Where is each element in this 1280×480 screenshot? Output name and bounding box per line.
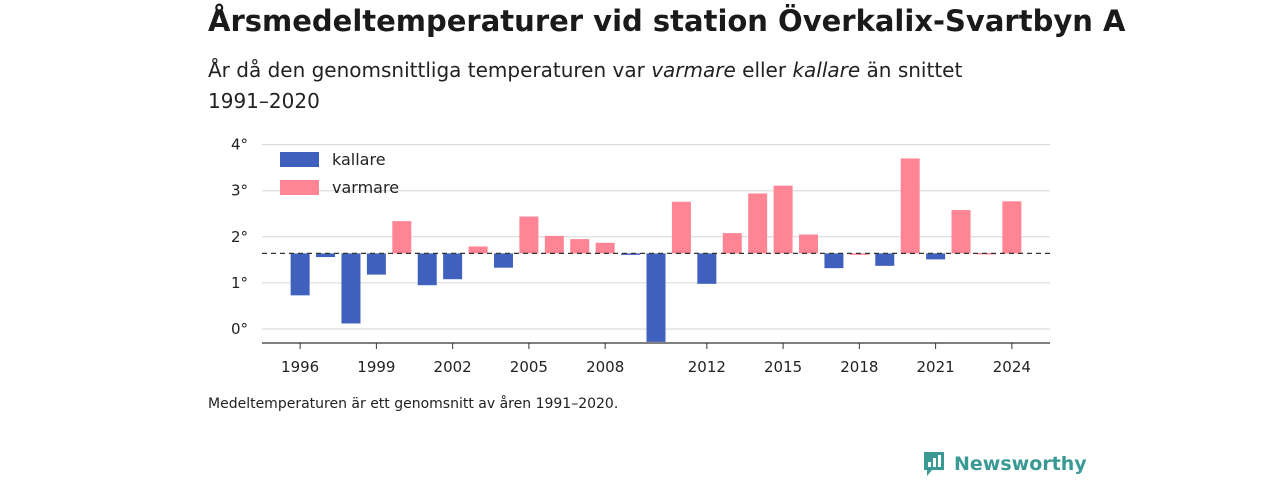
bar-2013 [722, 233, 742, 254]
legend: kallare varmare [280, 150, 399, 197]
bar-2012 [697, 253, 717, 284]
bar-2021 [926, 253, 946, 260]
legend-swatch-kallare [280, 152, 319, 167]
brand-name: Newsworthy [954, 453, 1087, 475]
bar-2001 [417, 253, 437, 286]
x-tick-label: 1999 [357, 358, 395, 376]
legend-swatch-varmare [280, 180, 319, 195]
bar-2018 [849, 253, 869, 255]
subtitle-warm-word: varmare [651, 58, 736, 82]
subtitle-part2: eller [735, 58, 793, 82]
bar-chart: 0° 1° 2° 3° 4° 1996 1999 2002 2005 2008 2012 2015 2… [231, 136, 1050, 376]
bar-2022 [951, 210, 971, 254]
y-tick-label: 1° [231, 274, 248, 292]
brand[interactable]: Newsworthy [922, 450, 1087, 478]
subtitle-part1: År då den genomsnittliga temperaturen va… [208, 58, 652, 82]
bars [290, 158, 1022, 342]
bar-1997 [316, 253, 336, 258]
y-tick-label: 3° [231, 182, 248, 200]
x-tick-label: 2018 [840, 358, 878, 376]
bar-2009 [621, 253, 641, 255]
x-tick-label: 2008 [586, 358, 624, 376]
x-tick-label: 2015 [764, 358, 802, 376]
y-axis-ticks: 0° 1° 2° 3° 4° [231, 136, 248, 338]
bar-2006 [544, 235, 564, 254]
x-tick-label: 2021 [917, 358, 955, 376]
legend-label-varmare: varmare [332, 178, 399, 197]
bar-2008 [595, 242, 615, 254]
newsworthy-logo-icon [924, 452, 944, 476]
bar-2014 [748, 193, 768, 254]
bar-2000 [392, 221, 412, 254]
x-tick-label: 2002 [434, 358, 472, 376]
bar-2015 [773, 185, 793, 254]
y-tick-label: 2° [231, 228, 248, 246]
bar-2011 [671, 201, 691, 254]
x-axis-ticks: 1996 1999 2002 2005 2008 2012 2015 2018 2021 2024 [281, 343, 1031, 376]
bar-2004 [493, 253, 513, 268]
x-tick-label: 1996 [281, 358, 319, 376]
bar-2002 [443, 253, 463, 280]
bar-2016 [799, 234, 819, 254]
y-tick-label: 0° [231, 320, 248, 338]
bar-2010 [646, 253, 666, 342]
subtitle-part3: än snittet 1991–2020 [208, 58, 963, 113]
x-tick-label: 2024 [993, 358, 1031, 376]
bar-2007 [570, 239, 590, 254]
bar-2019 [875, 253, 895, 266]
x-tick-label: 2005 [510, 358, 548, 376]
bar-2020 [900, 158, 920, 254]
legend-label-kallare: kallare [332, 150, 386, 169]
footnote: Medeltemperaturen är ett genomsnitt av å… [208, 396, 619, 412]
subtitle-cold-word: kallare [792, 58, 861, 82]
chart-subtitle: År då den genomsnittliga temperaturen va… [208, 55, 1028, 117]
bar-1998 [341, 253, 361, 324]
bar-2024 [1002, 201, 1022, 254]
bar-2005 [519, 216, 539, 254]
bar-1999 [366, 253, 386, 275]
chart-title: Årsmedeltemperaturer vid station Överkal… [208, 4, 1126, 38]
bar-2003 [468, 246, 488, 254]
bar-1996 [290, 253, 310, 296]
x-tick-label: 2012 [688, 358, 726, 376]
y-tick-label: 4° [231, 136, 248, 154]
bar-2017 [824, 253, 844, 269]
